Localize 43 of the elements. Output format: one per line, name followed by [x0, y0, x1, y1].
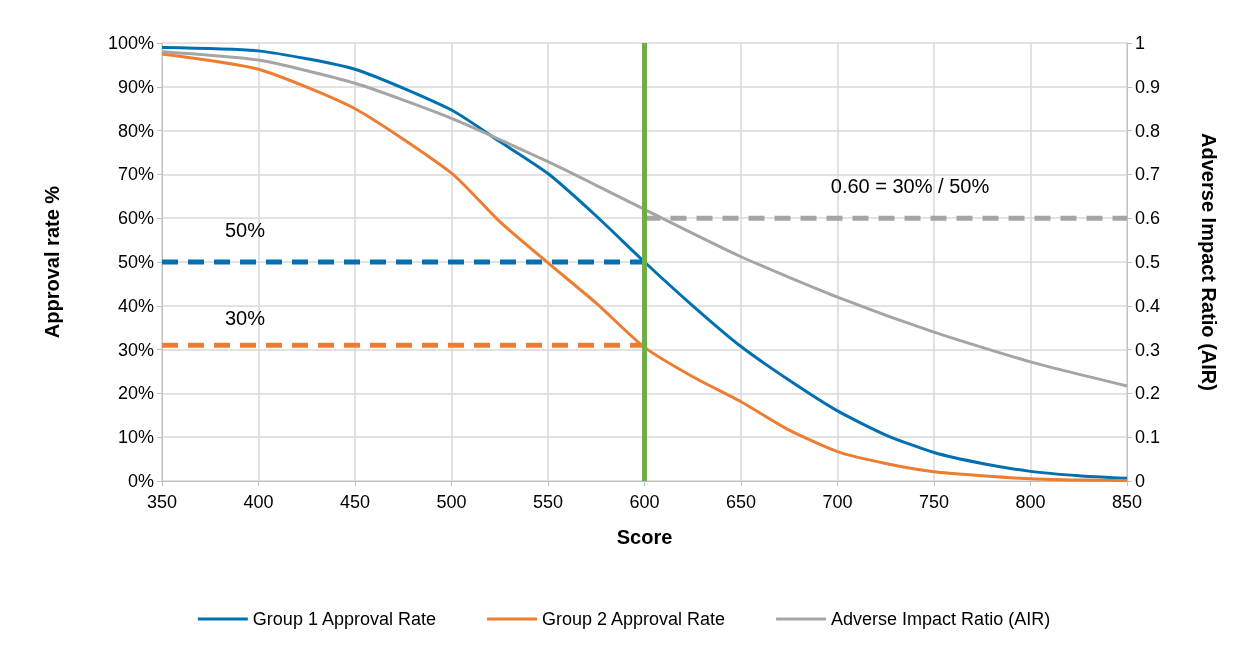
x-tick-label: 450: [339, 492, 371, 512]
y-tick-label: 0%: [127, 471, 154, 491]
y2-tick-label: 0.5: [1135, 252, 1161, 272]
y2-tick-label: 0.4: [1135, 295, 1161, 316]
y-tick-label: 60%: [117, 208, 154, 229]
annotation: 0.60 = 30% / 50%: [830, 175, 990, 197]
x-tick-label: 700: [822, 492, 853, 512]
legend-label: Group 2 Approval Rate: [541, 609, 726, 629]
y2-axis-title: Adverse Impact Ratio (AIR): [1198, 133, 1220, 391]
y2-tick-label: 0.9: [1135, 76, 1161, 97]
y-tick-label: 90%: [117, 76, 154, 97]
x-tick-label: 750: [918, 492, 950, 512]
x-tick-label: 600: [629, 492, 660, 512]
y-tick-label: 10%: [117, 427, 154, 448]
legend-label: Group 1 Approval Rate: [252, 609, 436, 629]
y2-tick-label: 0.8: [1135, 120, 1161, 141]
x-tick-label: 350: [146, 492, 178, 512]
y-tick-label: 40%: [117, 295, 154, 316]
y-tick-label: 100%: [107, 33, 154, 53]
legend-label: Adverse Impact Ratio (AIR): [831, 609, 1051, 629]
y2-tick-label: 0.1: [1135, 427, 1161, 448]
x-tick-label: 800: [1015, 492, 1046, 512]
x-axis-title: Score: [616, 526, 673, 548]
x-tick-label: 850: [1111, 492, 1143, 512]
y2-tick-label: 0.2: [1135, 383, 1161, 404]
y-tick-label: 50%: [117, 252, 154, 272]
y2-tick-label: 0.3: [1135, 339, 1161, 360]
y2-tick-label: 0.6: [1135, 208, 1161, 229]
x-tick-label: 650: [725, 492, 757, 512]
y-axis-title: Approval rate %: [41, 185, 63, 339]
x-tick-label: 400: [243, 492, 274, 512]
annotation: 50%: [224, 219, 266, 241]
x-tick-label: 550: [532, 492, 564, 512]
x-tick-label: 500: [436, 492, 467, 512]
y2-tick-label: 0: [1135, 471, 1146, 491]
y2-tick-label: 0.7: [1135, 164, 1161, 185]
y2-tick-label: 1: [1135, 33, 1146, 53]
annotation: 30%: [224, 307, 266, 329]
y-tick-label: 80%: [117, 120, 154, 141]
y-tick-label: 70%: [117, 164, 154, 185]
y-tick-label: 20%: [117, 383, 154, 404]
line-series: [160, 50, 1129, 388]
y-tick-label: 30%: [117, 339, 154, 360]
